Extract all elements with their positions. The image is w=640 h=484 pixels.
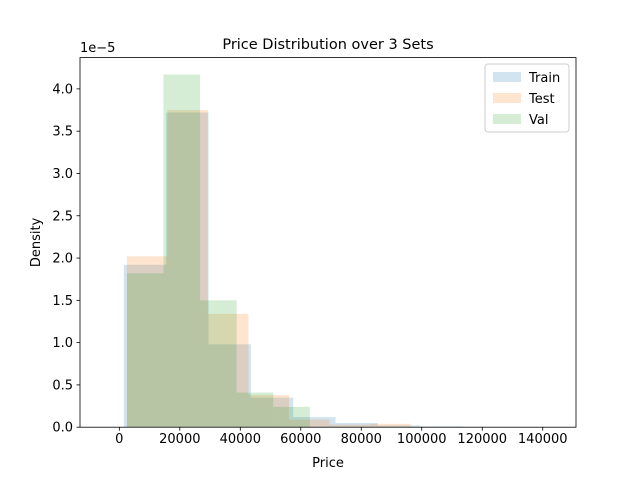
y-axis-label: Density — [29, 217, 44, 267]
legend-swatch-train — [493, 72, 521, 82]
x-tick-label: 140000 — [518, 432, 568, 447]
y-tick-label: 2.5 — [52, 209, 73, 224]
bars-layer — [124, 75, 547, 428]
x-tick-label: 40000 — [220, 432, 261, 447]
y-tick-label: 4.0 — [52, 82, 73, 97]
x-tick-label: 20000 — [159, 432, 200, 447]
y-tick-label: 3.5 — [52, 125, 73, 140]
legend-swatch-test — [493, 93, 521, 103]
y-tick-label: 0.5 — [52, 378, 73, 393]
legend-swatch-val — [493, 114, 521, 124]
legend-label-val: Val — [529, 113, 548, 128]
y-axis-ticks: 0.0 0.5 1.0 1.5 2.0 2.5 3.0 3.5 4.0 — [52, 82, 80, 435]
x-tick-label: 60000 — [280, 432, 321, 447]
chart-title: Price Distribution over 3 Sets — [222, 37, 433, 53]
bar-val-2 — [200, 300, 237, 427]
y-tick-label: 1.5 — [52, 294, 73, 309]
y-tick-label: 0.0 — [52, 421, 73, 436]
legend-label-train: Train — [528, 71, 560, 86]
y-axis-offset-label: 1e−5 — [80, 41, 115, 56]
legend-label-test: Test — [528, 92, 555, 107]
y-tick-label: 1.0 — [52, 336, 73, 351]
bar-val-3 — [237, 393, 274, 428]
x-axis-ticks: 0 20000 40000 60000 80000 100000 120000 140000 — [115, 427, 567, 447]
bar-val-1 — [163, 75, 200, 428]
x-tick-label: 0 — [115, 432, 123, 447]
x-tick-label: 100000 — [397, 432, 447, 447]
y-tick-label: 3.0 — [52, 167, 73, 182]
x-tick-label: 80000 — [341, 432, 382, 447]
y-tick-label: 2.0 — [52, 252, 73, 267]
legend: Train Test Val — [485, 64, 569, 132]
x-axis-label: Price — [312, 456, 344, 471]
bar-val-0 — [127, 273, 164, 427]
bar-test-6 — [370, 424, 411, 427]
x-tick-label: 120000 — [457, 432, 507, 447]
bar-val-4 — [273, 407, 310, 427]
